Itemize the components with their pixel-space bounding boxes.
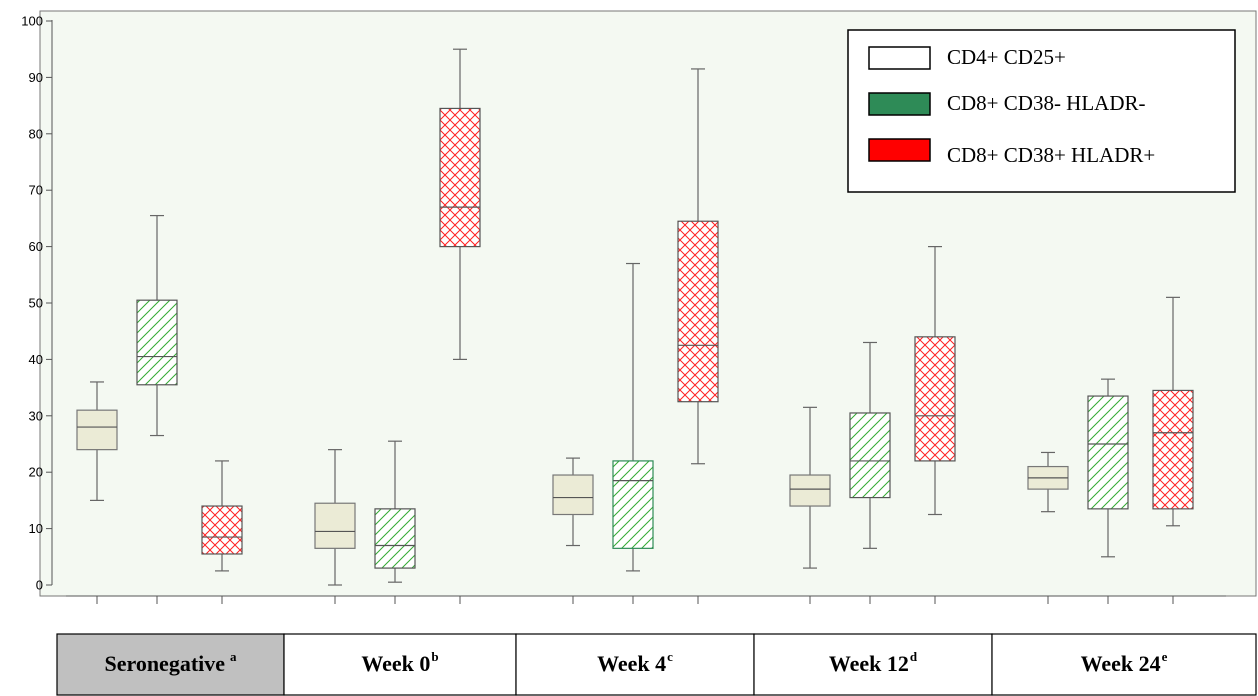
legend-swatch bbox=[869, 93, 930, 115]
box-body bbox=[613, 461, 653, 548]
group-label-text: Week 24 bbox=[1081, 651, 1161, 676]
legend-swatch bbox=[869, 139, 930, 161]
group-label-text: Seronegative bbox=[104, 651, 225, 676]
group-label: Week 0b bbox=[361, 649, 438, 676]
box-body bbox=[375, 509, 415, 568]
group-label-superscript: c bbox=[667, 649, 673, 664]
box-body bbox=[678, 221, 718, 401]
box-body bbox=[915, 337, 955, 461]
box-body bbox=[77, 410, 117, 449]
box-body bbox=[315, 503, 355, 548]
group-label-superscript: e bbox=[1162, 649, 1168, 664]
legend: CD4+ CD25+ CD8+ CD38- HLADR- CD8+ CD38+ HL… bbox=[848, 30, 1235, 192]
x-axis-ticks bbox=[97, 596, 1173, 604]
legend-label: CD8+ CD38+ HLADR+ bbox=[947, 143, 1155, 167]
legend-swatch bbox=[869, 47, 930, 69]
y-tick-label: 100 bbox=[21, 14, 43, 29]
y-tick-label: 10 bbox=[29, 521, 43, 536]
group-label-row: Seronegative a Week 0b Week 4c Week 12d Week … bbox=[57, 634, 1256, 695]
box-body bbox=[137, 300, 177, 385]
group-label: Week 12d bbox=[829, 649, 918, 676]
group-label-superscript: a bbox=[230, 649, 237, 664]
group-label-text: Week 4 bbox=[597, 651, 666, 676]
y-tick-label: 70 bbox=[29, 183, 43, 198]
y-tick-label: 20 bbox=[29, 465, 43, 480]
y-tick-label: 60 bbox=[29, 239, 43, 254]
group-label: Week 4c bbox=[597, 649, 673, 676]
group-label-superscript: d bbox=[910, 649, 918, 664]
y-tick-label: 30 bbox=[29, 408, 43, 423]
box-body bbox=[440, 108, 480, 246]
group-label-superscript: b bbox=[431, 649, 438, 664]
box-body bbox=[850, 413, 890, 498]
y-tick-label: 40 bbox=[29, 352, 43, 367]
box-body bbox=[790, 475, 830, 506]
y-tick-label: 50 bbox=[29, 296, 43, 311]
box-body bbox=[202, 506, 242, 554]
y-tick-label: 80 bbox=[29, 126, 43, 141]
legend-label: CD8+ CD38- HLADR- bbox=[947, 91, 1146, 115]
box-body bbox=[1088, 396, 1128, 509]
y-tick-label: 90 bbox=[29, 70, 43, 85]
group-label-text: Week 12 bbox=[829, 651, 909, 676]
box-body bbox=[553, 475, 593, 514]
box-body bbox=[1153, 390, 1193, 508]
group-label: Week 24e bbox=[1081, 649, 1168, 676]
group-label-text: Week 0 bbox=[361, 651, 430, 676]
group-label: Seronegative a bbox=[104, 649, 237, 676]
legend-label: CD4+ CD25+ bbox=[947, 45, 1066, 69]
y-tick-label: 0 bbox=[36, 578, 43, 593]
